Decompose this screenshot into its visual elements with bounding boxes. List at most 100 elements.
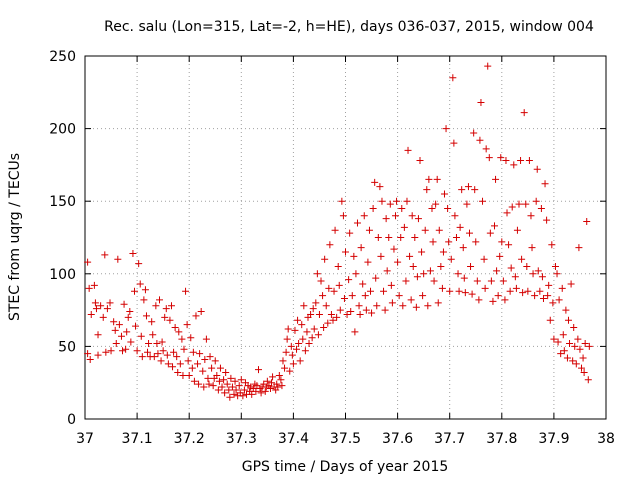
data-point bbox=[435, 226, 443, 234]
data-point bbox=[529, 270, 537, 278]
data-point bbox=[190, 377, 198, 385]
data-point bbox=[307, 310, 315, 318]
data-point bbox=[163, 351, 171, 359]
data-point bbox=[398, 204, 406, 212]
data-point bbox=[402, 277, 410, 285]
data-point bbox=[416, 157, 424, 165]
data-point bbox=[145, 339, 153, 347]
data-point bbox=[549, 299, 557, 307]
data-point bbox=[215, 377, 223, 385]
x-tick-label: 37 bbox=[76, 431, 94, 447]
data-point bbox=[248, 390, 256, 398]
data-point bbox=[464, 183, 472, 191]
data-point bbox=[505, 241, 513, 249]
data-point bbox=[223, 380, 231, 388]
data-point bbox=[482, 145, 490, 153]
data-point bbox=[295, 339, 303, 347]
data-point bbox=[144, 348, 152, 356]
data-point bbox=[152, 302, 160, 310]
data-point bbox=[455, 287, 463, 295]
data-point bbox=[200, 383, 208, 391]
data-point bbox=[99, 313, 107, 321]
data-point bbox=[377, 252, 385, 260]
data-point bbox=[335, 281, 343, 289]
data-point bbox=[169, 363, 177, 371]
y-tick-label: 200 bbox=[49, 122, 76, 138]
y-axis-label: STEC from uqrg / TECUs bbox=[7, 153, 23, 321]
data-point bbox=[425, 175, 433, 183]
data-point bbox=[532, 197, 540, 205]
data-point bbox=[240, 386, 248, 394]
data-point bbox=[218, 383, 226, 391]
data-point bbox=[187, 334, 195, 342]
data-point bbox=[465, 229, 473, 237]
data-point bbox=[350, 252, 358, 260]
chart-title: Rec. salu (Lon=315, Lat=-2, h=HE), days … bbox=[104, 19, 594, 35]
data-point bbox=[213, 371, 221, 379]
data-point bbox=[289, 360, 297, 368]
data-point bbox=[275, 371, 283, 379]
data-point bbox=[460, 274, 468, 282]
data-point bbox=[308, 334, 316, 342]
data-point bbox=[563, 354, 571, 362]
data-point bbox=[426, 267, 434, 275]
data-point bbox=[117, 332, 125, 340]
x-tick-label: 37.3 bbox=[226, 431, 257, 447]
data-point bbox=[368, 309, 376, 317]
data-point bbox=[237, 376, 245, 384]
data-point bbox=[122, 345, 130, 353]
data-point bbox=[176, 360, 184, 368]
data-point bbox=[445, 238, 453, 246]
data-point bbox=[331, 226, 339, 234]
data-point bbox=[461, 289, 469, 297]
data-point bbox=[494, 292, 502, 300]
axis-ticks bbox=[84, 55, 607, 420]
data-point bbox=[279, 357, 287, 365]
data-point bbox=[197, 308, 205, 316]
data-point bbox=[382, 215, 390, 223]
data-point bbox=[551, 263, 559, 271]
data-point bbox=[129, 249, 137, 257]
data-point bbox=[235, 382, 243, 390]
data-point bbox=[517, 157, 525, 165]
data-point bbox=[184, 357, 192, 365]
data-point bbox=[539, 294, 547, 302]
data-point bbox=[87, 310, 95, 318]
data-point bbox=[356, 310, 364, 318]
data-point bbox=[544, 292, 552, 300]
data-point bbox=[475, 296, 483, 304]
data-point bbox=[512, 284, 520, 292]
x-tick-label: 37.1 bbox=[122, 431, 153, 447]
data-point bbox=[305, 339, 313, 347]
data-point bbox=[124, 313, 132, 321]
data-point bbox=[274, 383, 282, 391]
data-point bbox=[408, 212, 416, 220]
data-point bbox=[572, 360, 580, 368]
data-point bbox=[564, 316, 572, 324]
data-point bbox=[345, 276, 353, 284]
data-point bbox=[451, 212, 459, 220]
data-point bbox=[269, 373, 277, 381]
data-point bbox=[220, 376, 228, 384]
data-point bbox=[471, 186, 479, 194]
data-point bbox=[480, 255, 488, 263]
data-point bbox=[283, 335, 291, 343]
data-point bbox=[545, 281, 553, 289]
data-point bbox=[123, 328, 131, 336]
grid-lines bbox=[85, 56, 606, 419]
data-point bbox=[211, 357, 219, 365]
data-point bbox=[159, 347, 167, 355]
data-point bbox=[273, 380, 281, 388]
data-point bbox=[303, 328, 311, 336]
data-point bbox=[180, 345, 188, 353]
data-point bbox=[209, 382, 217, 390]
data-point bbox=[383, 267, 391, 275]
data-point bbox=[312, 299, 320, 307]
data-point bbox=[136, 280, 144, 288]
data-point bbox=[161, 313, 169, 321]
data-point bbox=[450, 139, 458, 147]
data-point bbox=[555, 296, 563, 304]
data-point bbox=[421, 226, 429, 234]
data-point bbox=[571, 342, 579, 350]
data-point bbox=[481, 284, 489, 292]
